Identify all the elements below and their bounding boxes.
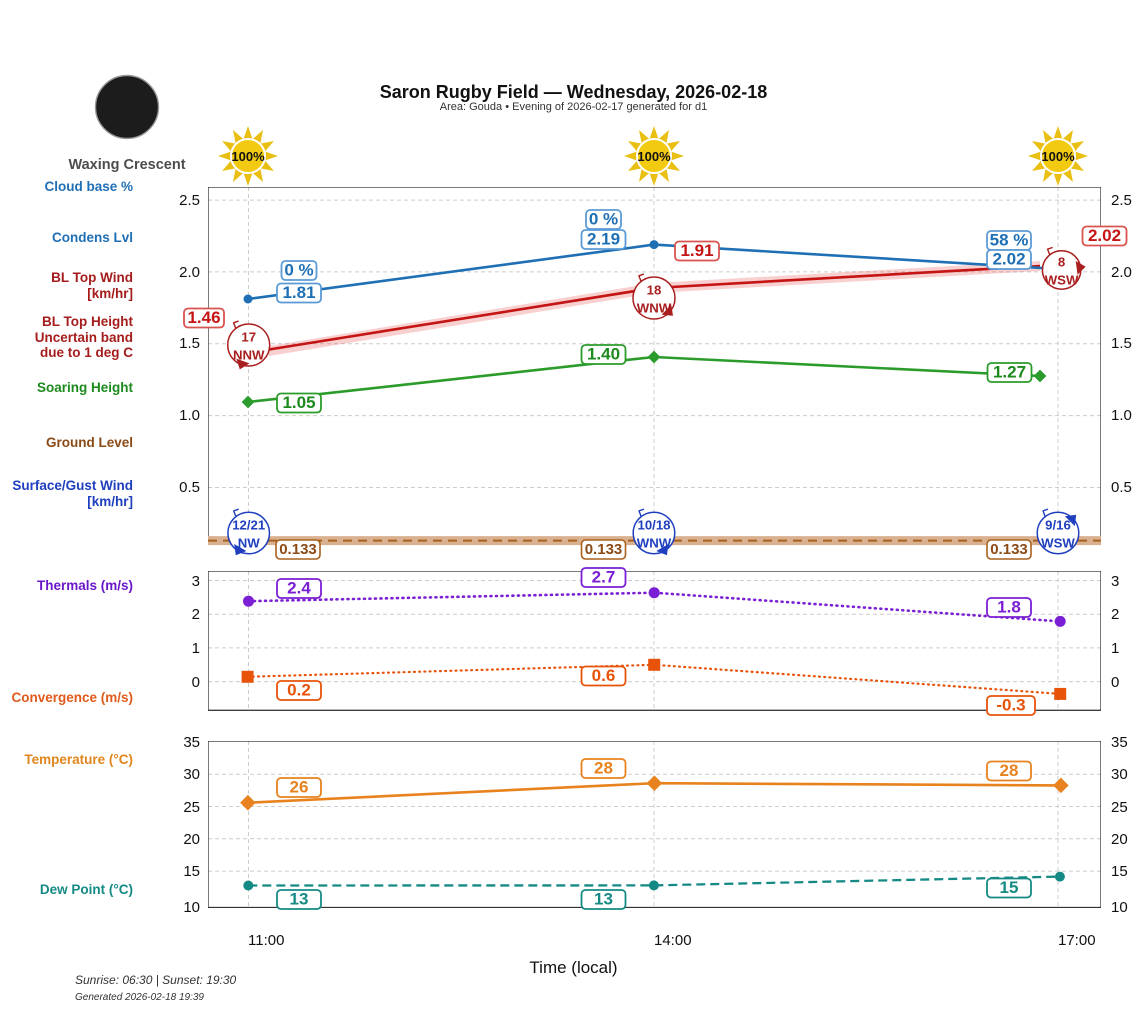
- svg-text:28: 28: [594, 758, 613, 777]
- svg-text:0.133: 0.133: [990, 541, 1028, 558]
- svg-text:17: 17: [241, 330, 256, 345]
- svg-text:13: 13: [594, 889, 613, 908]
- svg-text:12/21: 12/21: [232, 518, 265, 533]
- svg-text:26: 26: [290, 777, 309, 796]
- svg-text:9/16: 9/16: [1045, 518, 1071, 533]
- svg-text:0 %: 0 %: [589, 209, 618, 228]
- svg-text:2.7: 2.7: [592, 567, 616, 586]
- svg-text:2.4: 2.4: [287, 578, 311, 597]
- svg-text:1.91: 1.91: [680, 241, 713, 260]
- svg-text:-0.3: -0.3: [996, 695, 1025, 714]
- svg-text:NNW: NNW: [233, 348, 265, 363]
- svg-text:1.27: 1.27: [993, 362, 1026, 381]
- svg-text:1.46: 1.46: [187, 308, 220, 327]
- svg-text:2.02: 2.02: [1088, 226, 1121, 245]
- svg-text:WNW: WNW: [637, 301, 672, 316]
- svg-text:WSW: WSW: [1041, 536, 1075, 551]
- svg-text:1.81: 1.81: [282, 283, 315, 302]
- svg-text:0.2: 0.2: [287, 680, 311, 699]
- svg-text:28: 28: [1000, 761, 1019, 780]
- svg-text:1.40: 1.40: [587, 344, 620, 363]
- svg-text:10/18: 10/18: [637, 518, 670, 533]
- svg-text:0.6: 0.6: [592, 666, 616, 685]
- svg-text:18: 18: [647, 283, 662, 298]
- svg-text:WSW: WSW: [1045, 273, 1079, 288]
- svg-text:NW: NW: [238, 536, 261, 551]
- svg-text:8: 8: [1058, 255, 1065, 270]
- svg-text:0.133: 0.133: [279, 541, 317, 558]
- svg-text:0 %: 0 %: [284, 260, 313, 279]
- svg-text:1.05: 1.05: [282, 393, 315, 412]
- svg-text:WNW: WNW: [637, 536, 672, 551]
- svg-text:58 %: 58 %: [990, 230, 1029, 249]
- svg-text:15: 15: [1000, 878, 1019, 897]
- svg-text:1.8: 1.8: [997, 597, 1021, 616]
- svg-text:13: 13: [290, 889, 309, 908]
- svg-text:2.02: 2.02: [992, 249, 1025, 268]
- svg-text:0.133: 0.133: [585, 541, 623, 558]
- svg-text:2.19: 2.19: [587, 229, 620, 248]
